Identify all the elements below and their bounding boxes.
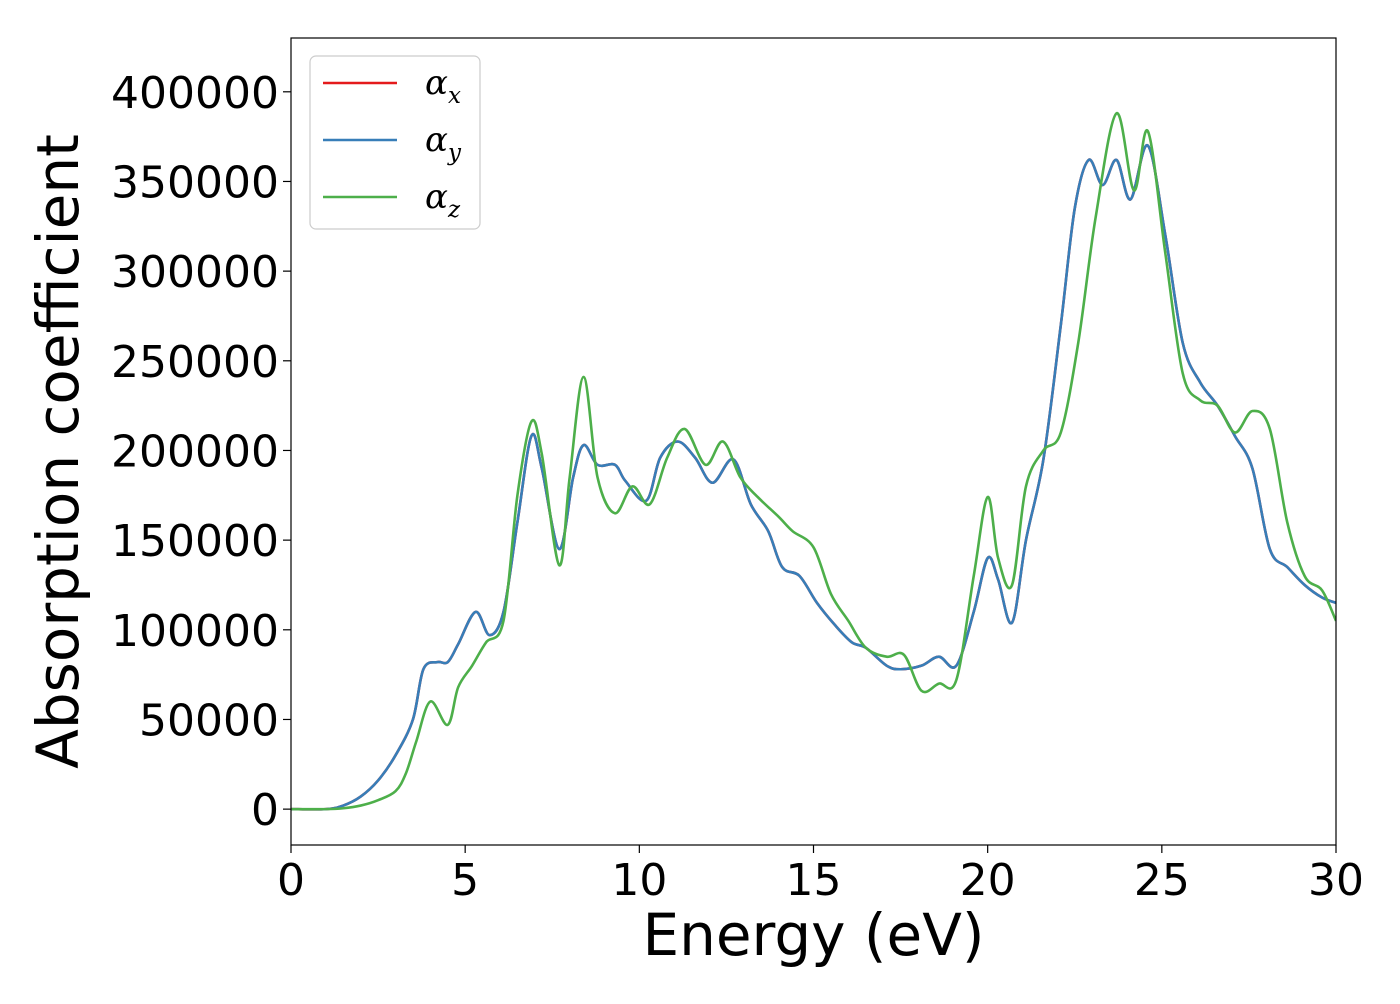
y-tick-label: 50000 [139,695,279,746]
x-tick-label: 20 [960,855,1016,906]
legend-label-y: αy [425,120,462,166]
legend-label-x: αx [425,63,461,109]
x-tick-label: 30 [1308,855,1364,906]
y-tick-label: 250000 [111,337,279,388]
y-axis-title: Absorption coefficient [24,134,92,769]
x-axis-title: Energy (eV) [642,901,984,969]
x-tick-label: 10 [611,855,667,906]
legend-label-z: αz [425,177,461,223]
legend: αx αy αz [309,55,481,230]
series-line-x [291,144,1336,811]
series-group [291,112,1336,811]
y-tick-label: 400000 [111,68,279,119]
y-tick-label: 0 [251,785,279,836]
legend-box [309,55,481,230]
x-tick-label: 0 [277,855,305,906]
y-tick-label: 200000 [111,426,279,477]
ticks-group: 0 5 10 15 20 25 30 0 50000 100000 150000 200000 2500… [111,68,1364,906]
series-line-z [291,112,1336,811]
y-tick-label: 300000 [111,247,279,298]
x-tick-label: 5 [451,855,479,906]
series-line-y [291,144,1336,811]
y-tick-label: 350000 [111,157,279,208]
y-tick-label: 100000 [111,606,279,657]
x-tick-label: 15 [786,855,842,906]
x-tick-label: 25 [1134,855,1190,906]
y-tick-label: 150000 [111,516,279,567]
